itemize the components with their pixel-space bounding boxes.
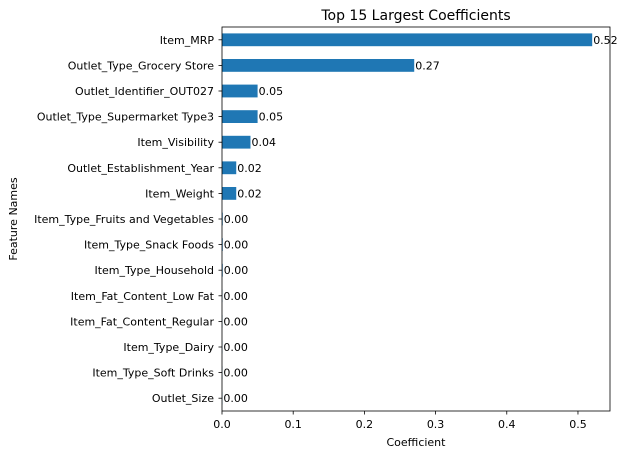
data-label: 0.05 [259, 111, 284, 124]
bar [222, 84, 258, 98]
bar [222, 135, 251, 149]
y-tick-label: Item_Fat_Content_Low Fat [71, 290, 215, 303]
data-label: 0.02 [237, 187, 262, 200]
data-label: 0.00 [223, 341, 248, 354]
data-label: 0.00 [223, 290, 248, 303]
bar [222, 59, 415, 72]
x-axis-label: Coefficient [387, 436, 447, 449]
x-tick-label: 0.0 [213, 418, 231, 431]
data-label: 0.02 [237, 162, 262, 175]
y-tick-labels: Item_MRP Outlet_Type_Grocery Store Outlet_… [34, 34, 222, 405]
bar [222, 33, 593, 47]
y-tick-label: Item_Type_Fruits and Vegetables [34, 213, 214, 226]
y-tick-label: Outlet_Size [152, 392, 214, 405]
x-tick-label: 0.5 [569, 418, 587, 431]
y-tick-label: Outlet_Establishment_Year [67, 162, 214, 175]
y-tick-label: Item_MRP [160, 34, 215, 47]
y-axis-label: Feature Names [7, 177, 20, 261]
x-tick-label: 0.1 [284, 418, 302, 431]
data-label: 0.00 [223, 392, 248, 405]
bars-group [222, 33, 593, 405]
data-label: 0.00 [224, 239, 249, 252]
bar [222, 110, 258, 123]
bar [222, 187, 237, 200]
chart-title: Top 15 Largest Coefficients [320, 8, 510, 24]
y-tick-label: Outlet_Identifier_OUT027 [75, 85, 214, 98]
y-tick-label: Item_Fat_Content_Regular [70, 315, 214, 328]
y-tick-label: Item_Weight [145, 187, 215, 200]
data-label: 0.05 [259, 85, 284, 98]
y-tick-label: Item_Type_Dairy [123, 341, 214, 354]
y-tick-label: Item_Type_Household [94, 264, 214, 277]
y-tick-label: Outlet_Type_Supermarket Type3 [37, 111, 214, 124]
x-ticks: 0.0 0.1 0.2 0.3 0.4 0.5 [213, 411, 587, 431]
y-tick-label: Outlet_Type_Grocery Store [68, 59, 215, 72]
x-tick-label: 0.4 [498, 418, 516, 431]
data-label: 0.27 [415, 59, 440, 72]
x-tick-label: 0.2 [356, 418, 374, 431]
data-label: 0.00 [223, 315, 248, 328]
y-tick-label: Item_Visibility [137, 136, 214, 149]
data-labels: 0.52 0.27 0.05 0.05 0.04 0.02 0.02 0.00 0.00 0.00… [223, 34, 617, 405]
plot-frame [221, 26, 611, 412]
data-label: 0.52 [593, 34, 618, 47]
data-label: 0.00 [223, 367, 248, 380]
data-label: 0.00 [224, 264, 249, 277]
bar [222, 161, 237, 175]
y-tick-label: Item_Type_Soft Drinks [92, 367, 214, 380]
x-tick-label: 0.3 [427, 418, 445, 431]
data-label: 0.04 [251, 136, 275, 149]
data-label: 0.00 [224, 213, 249, 226]
y-tick-label: Item_Type_Snack Foods [84, 239, 214, 252]
